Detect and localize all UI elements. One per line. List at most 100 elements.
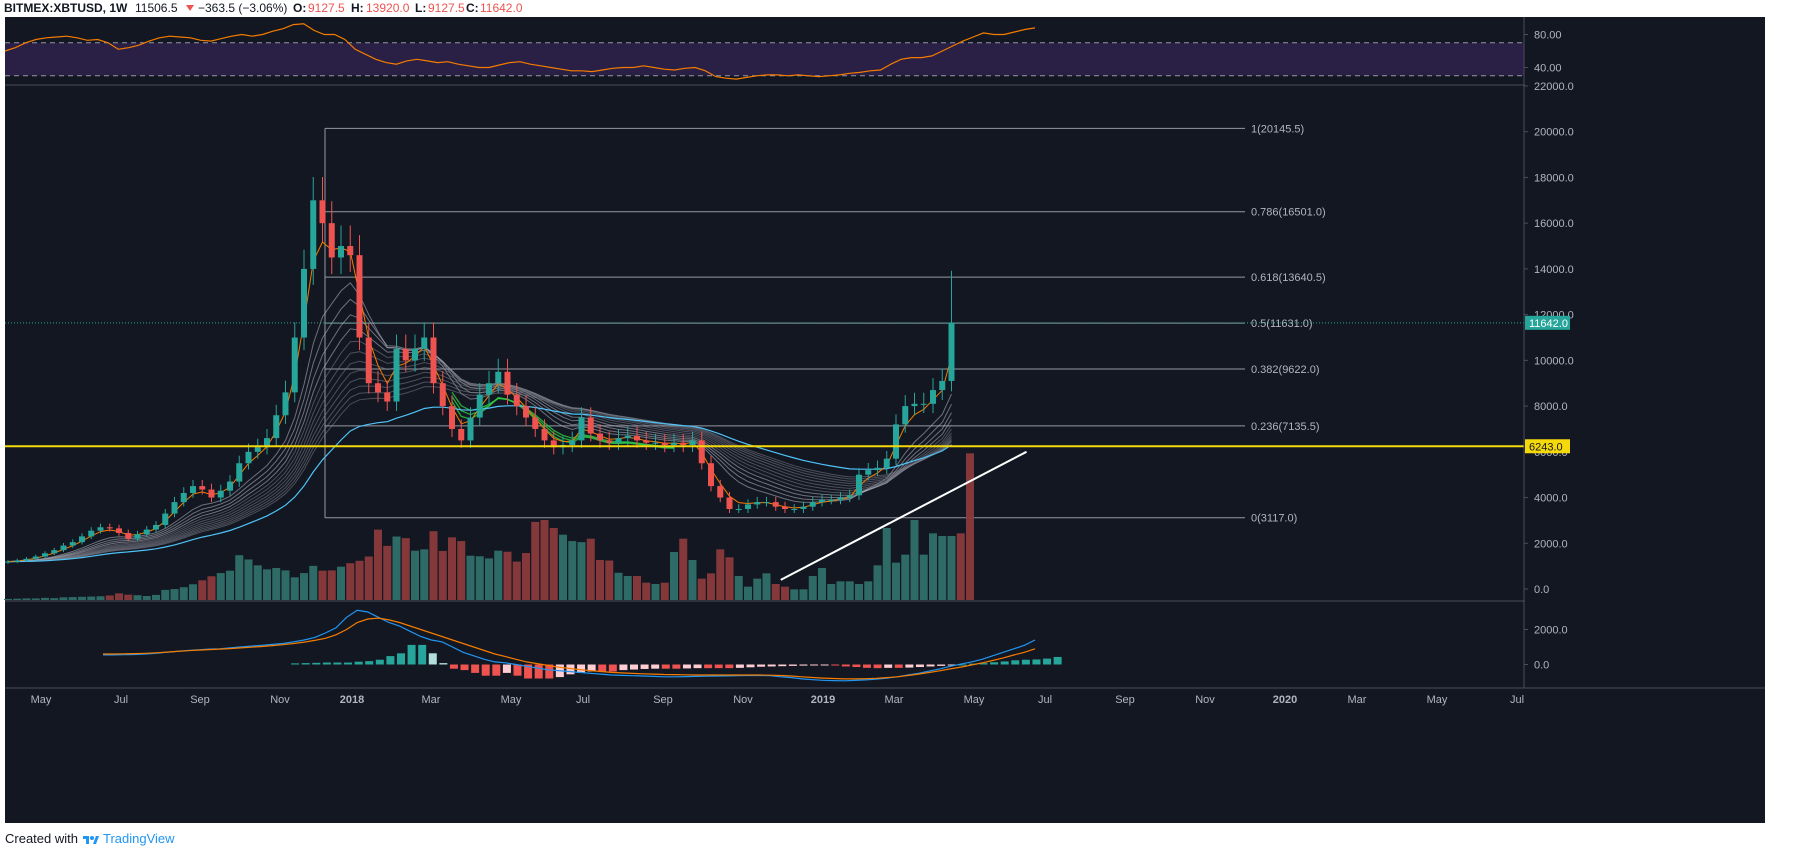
volume-bar (142, 596, 151, 600)
volume-bar (771, 584, 780, 600)
candle-body (513, 394, 520, 407)
macd-histogram-bar (598, 664, 607, 672)
volume-bar (901, 554, 910, 600)
candle-body (190, 486, 196, 493)
macd-histogram-bar (608, 664, 617, 672)
macd-histogram-bar (915, 664, 924, 668)
macd-histogram-bar (884, 664, 893, 668)
volume-bar (438, 550, 447, 600)
candle-body (726, 497, 733, 509)
volume-bar (512, 561, 521, 600)
candle-body (60, 545, 67, 551)
candle-body (782, 506, 788, 509)
volume-bar (87, 596, 96, 600)
macd-histogram-bar (545, 664, 554, 679)
footer: Created with TradingView (5, 831, 175, 846)
time-tick-label: Jul (576, 694, 590, 706)
price-tick-label: 14000.0 (1534, 264, 1574, 276)
candle-body (763, 502, 770, 504)
macd-histogram-bar (905, 664, 914, 668)
volume-bar (586, 538, 595, 600)
candle-body (615, 438, 622, 443)
volume-bar (4, 598, 12, 600)
volume-bar (226, 570, 234, 600)
volume-bar (346, 563, 355, 600)
macd-histogram-bar (428, 653, 437, 665)
candle-body (282, 392, 289, 416)
macd-histogram-bar (513, 664, 522, 676)
volume-bar (660, 582, 669, 600)
candle-body (902, 406, 909, 425)
candle-body (42, 553, 48, 557)
volume-bar (152, 594, 160, 600)
macd-histogram-bar (661, 664, 670, 669)
volume-bar (78, 596, 86, 600)
macd-histogram-bar (852, 664, 861, 668)
volume-bar (189, 584, 197, 600)
volume-bar (290, 577, 299, 600)
macd-histogram-bar (863, 664, 871, 668)
volume-bar (13, 598, 22, 600)
price-panel: 1(20145.5) 0.786(16501.0) 0.618(13640.5) 0.… (4, 123, 1765, 602)
candle-body (745, 504, 751, 509)
volume-bar (670, 552, 678, 600)
candle-body (347, 246, 354, 256)
candle-body (14, 560, 21, 562)
current-price-tag: 11642.0 (1529, 318, 1568, 330)
volume-bar (753, 578, 762, 600)
volume-bar (198, 580, 207, 600)
macd-tick-label: 2000.0 (1534, 625, 1568, 637)
candle-body (51, 550, 58, 554)
volume-bar (605, 560, 614, 600)
close-value: 11642.0 (480, 1, 523, 15)
candle-body (430, 337, 437, 384)
candle-body (837, 497, 844, 500)
volume-bar (679, 538, 688, 600)
volume-bar (31, 598, 40, 600)
price-tick-label: 4000.0 (1534, 493, 1568, 505)
volume-bar (688, 560, 697, 600)
volume-bar (651, 584, 660, 600)
candle-body (319, 200, 326, 224)
macd-histogram-bar (831, 664, 840, 666)
macd-histogram-bar (524, 664, 533, 679)
macd-histogram-bar (757, 664, 766, 667)
candle-body (125, 532, 132, 539)
tradingview-logo[interactable]: TradingView (82, 831, 175, 846)
candle-body (883, 458, 890, 468)
candle-body (597, 433, 603, 441)
rsi-band (5, 42, 1524, 76)
chart-header: BITMEX:XBTUSD, 1W 11506.5 −363.5 (−3.06%… (4, 1, 523, 15)
macd-histogram-bar (799, 664, 808, 666)
candle-body (402, 348, 409, 361)
candle-body (652, 442, 659, 444)
time-tick-label: Jul (1038, 694, 1052, 706)
open-label: O: (293, 1, 306, 15)
macd-histogram-bar (958, 664, 967, 666)
volume-bar (522, 553, 530, 600)
volume-bar (355, 560, 364, 600)
time-tick-label: Nov (270, 694, 290, 706)
candle-body (384, 392, 391, 402)
volume-bar (956, 533, 965, 600)
fib-label: 0(3117.0) (1251, 513, 1297, 525)
volume-bar (272, 568, 281, 600)
volume-bar (318, 570, 327, 600)
volume-bar (327, 570, 336, 600)
candle-body (208, 489, 215, 498)
volume-bar (910, 520, 919, 600)
price-tick-label: 10000.0 (1534, 355, 1574, 367)
volume-bar (494, 550, 503, 600)
candle-body (365, 337, 372, 384)
candle-body (874, 467, 881, 471)
volume-bar (466, 555, 475, 600)
volume-bar (540, 520, 549, 600)
volume-bar (337, 566, 345, 600)
macd-histogram-bar (725, 664, 734, 669)
candle-body (550, 440, 557, 448)
time-tick-label: Sep (190, 694, 210, 706)
time-tick-label: 2020 (1273, 694, 1297, 706)
candle-body (476, 394, 483, 418)
macd-histogram-bar (301, 663, 310, 665)
candle-body (523, 406, 529, 418)
